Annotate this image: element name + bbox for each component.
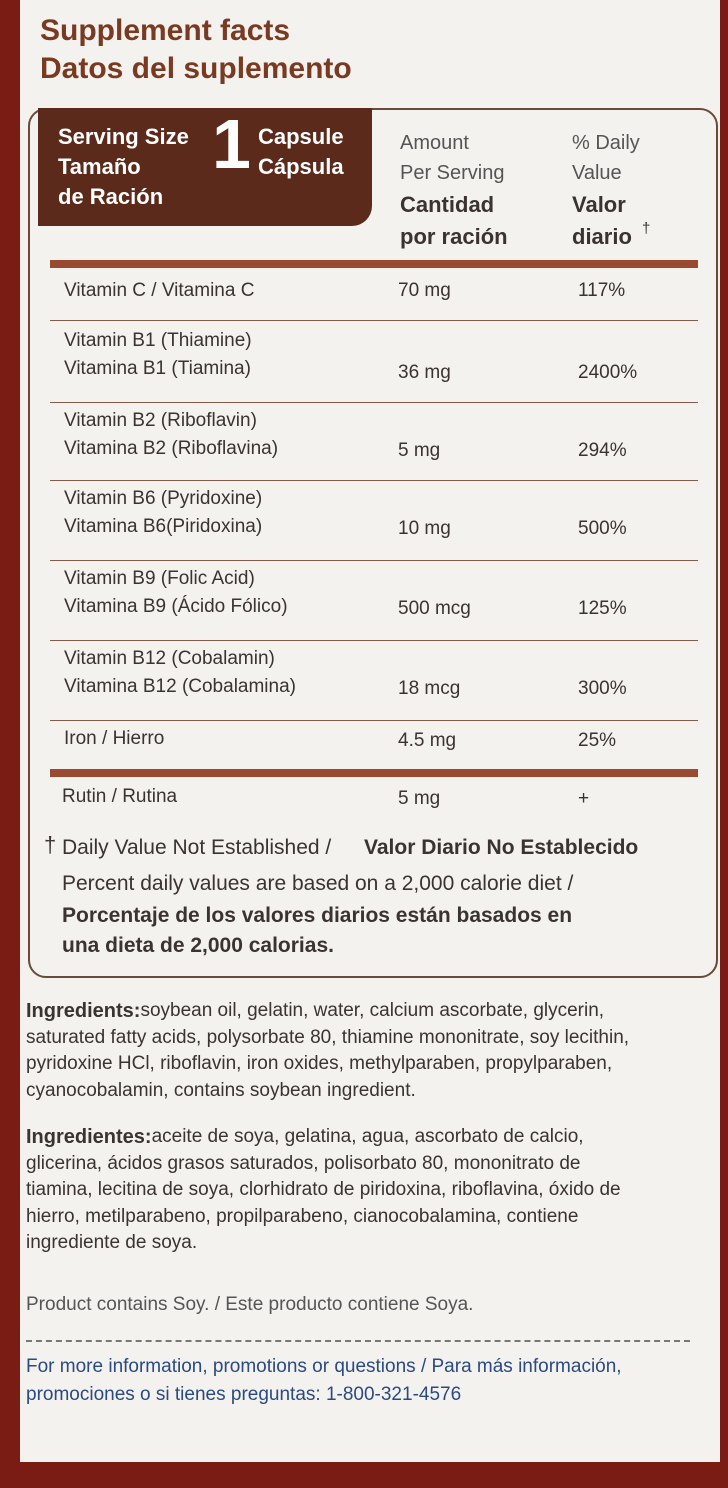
amount: 18 mcg bbox=[398, 678, 461, 699]
ingredients-text: glicerina, ácidos grasos saturados, poli… bbox=[26, 1152, 581, 1174]
nutrient-name: Vitamin B1 (Thiamine) bbox=[64, 330, 252, 351]
title: Supplement facts bbox=[40, 14, 291, 47]
nutrient-name: Iron / Hierro bbox=[64, 728, 165, 749]
row-rule bbox=[50, 720, 698, 721]
footnote-percent-en: Percent daily values are based on a 2,00… bbox=[62, 872, 574, 895]
amount: 5 mg bbox=[398, 788, 441, 809]
dashed-rule bbox=[26, 1340, 690, 1342]
nutrient-name: Vitamin B6 (Pyridoxine) bbox=[64, 488, 263, 509]
amount-header: Cantidad bbox=[400, 192, 495, 217]
footnote-mark: † bbox=[44, 832, 57, 857]
ingredients-text: ingrediente de soya. bbox=[26, 1232, 198, 1253]
nutrient-name: Vitamin B2 (Riboflavin) bbox=[64, 410, 257, 431]
serving-label: Tamaño bbox=[58, 154, 141, 179]
daily-value: 2400% bbox=[578, 362, 638, 383]
footnote-percent-es: una dieta de 2,000 calorias. bbox=[62, 934, 334, 957]
contact: promociones o si tienes preguntas: 1-800… bbox=[26, 1384, 462, 1405]
serving-amount: 1 bbox=[212, 105, 251, 183]
footnote-dv-es: Valor Diario No Establecido bbox=[364, 836, 639, 859]
thick-rule bbox=[50, 769, 698, 777]
daily-value: + bbox=[578, 788, 590, 809]
amount: 10 mg bbox=[398, 518, 451, 539]
row-rule bbox=[50, 320, 698, 321]
nutrient-name: Rutin / Rutina bbox=[62, 786, 178, 807]
nutrient-name: Vitamina B12 (Cobalamina) bbox=[64, 676, 296, 697]
row-rule bbox=[50, 402, 698, 403]
nutrient-name: Vitamina B2 (Riboflavina) bbox=[64, 438, 279, 459]
amount: 70 mg bbox=[398, 280, 451, 301]
ingredients-label: Ingredients: bbox=[26, 1000, 141, 1022]
ingredients-text: pyridoxine HCl, riboflavin, iron oxides,… bbox=[26, 1053, 613, 1074]
ingredients-label: Ingredientes: bbox=[26, 1126, 152, 1148]
nutrient-name: Vitamina B1 (Tiamina) bbox=[64, 358, 251, 379]
row-rule bbox=[50, 480, 698, 481]
ingredients-text: cyanocobalamin, contains soybean ingredi… bbox=[26, 1079, 416, 1101]
ingredients-text: hierro, metilparabeno, propilparabeno, c… bbox=[26, 1205, 579, 1227]
amount-header: por ración bbox=[400, 224, 508, 249]
dv-header: Value bbox=[572, 162, 622, 184]
dv-header: diario bbox=[572, 224, 632, 249]
amount: 4.5 mg bbox=[398, 730, 457, 751]
amount: 500 mcg bbox=[398, 598, 471, 619]
serving-unit: Capsule bbox=[258, 124, 344, 149]
row-rule bbox=[50, 560, 698, 561]
serving-label: de Ración bbox=[58, 184, 164, 209]
thick-rule bbox=[50, 260, 698, 268]
serving-label: Serving Size bbox=[58, 124, 189, 149]
footnote-percent-es: Porcentaje de los valores diarios están … bbox=[62, 904, 573, 927]
dv-mark: † bbox=[642, 220, 651, 237]
row-rule bbox=[50, 640, 698, 641]
nutrient-name: Vitamina B6(Piridoxina) bbox=[64, 516, 263, 537]
dv-header: Valor bbox=[572, 192, 626, 217]
footnote-dv-en: Daily Value Not Established / bbox=[62, 836, 332, 859]
nutrient-name: Vitamin B9 (Folic Acid) bbox=[64, 568, 255, 589]
daily-value: 500% bbox=[578, 518, 627, 539]
label-card bbox=[20, 0, 720, 1462]
amount: 5 mg bbox=[398, 440, 441, 461]
amount: 36 mg bbox=[398, 362, 451, 383]
serving-unit: Cápsula bbox=[258, 154, 344, 179]
ingredients-text: soybean oil, gelatin, water, calcium asc… bbox=[140, 1000, 605, 1021]
contact: For more information, promotions or ques… bbox=[26, 1356, 622, 1377]
amount-header: Per Serving bbox=[400, 162, 505, 184]
daily-value: 300% bbox=[578, 678, 627, 699]
nutrient-name: Vitamin C / Vitamina C bbox=[64, 280, 255, 301]
ingredients-text: aceite de soya, gelatina, agua, ascorbat… bbox=[151, 1126, 584, 1147]
serving-badge bbox=[38, 108, 372, 226]
daily-value: 25% bbox=[578, 730, 617, 751]
amount-header: Amount bbox=[400, 132, 469, 154]
daily-value: 125% bbox=[578, 598, 627, 619]
title: Datos del suplemento bbox=[40, 52, 352, 85]
daily-value: 117% bbox=[578, 280, 626, 301]
ingredients-text: saturated fatty acids, polysorbate 80, t… bbox=[26, 1026, 630, 1048]
daily-value: 294% bbox=[578, 440, 627, 461]
soy-note: Product contains Soy. / Este producto co… bbox=[26, 1294, 474, 1315]
facts-box bbox=[28, 108, 718, 978]
dv-header: % Daily bbox=[572, 132, 640, 154]
nutrient-name: Vitamina B9 (Ácido Fólico) bbox=[64, 596, 288, 617]
ingredients-text: tiamina, lecitina de soya, clorhidrato d… bbox=[26, 1179, 621, 1200]
nutrient-name: Vitamin B12 (Cobalamin) bbox=[64, 648, 275, 669]
